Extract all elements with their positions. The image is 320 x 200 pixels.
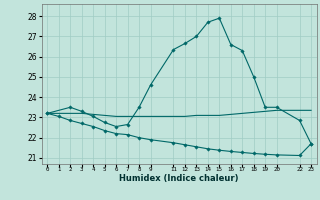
X-axis label: Humidex (Indice chaleur): Humidex (Indice chaleur) (119, 174, 239, 183)
